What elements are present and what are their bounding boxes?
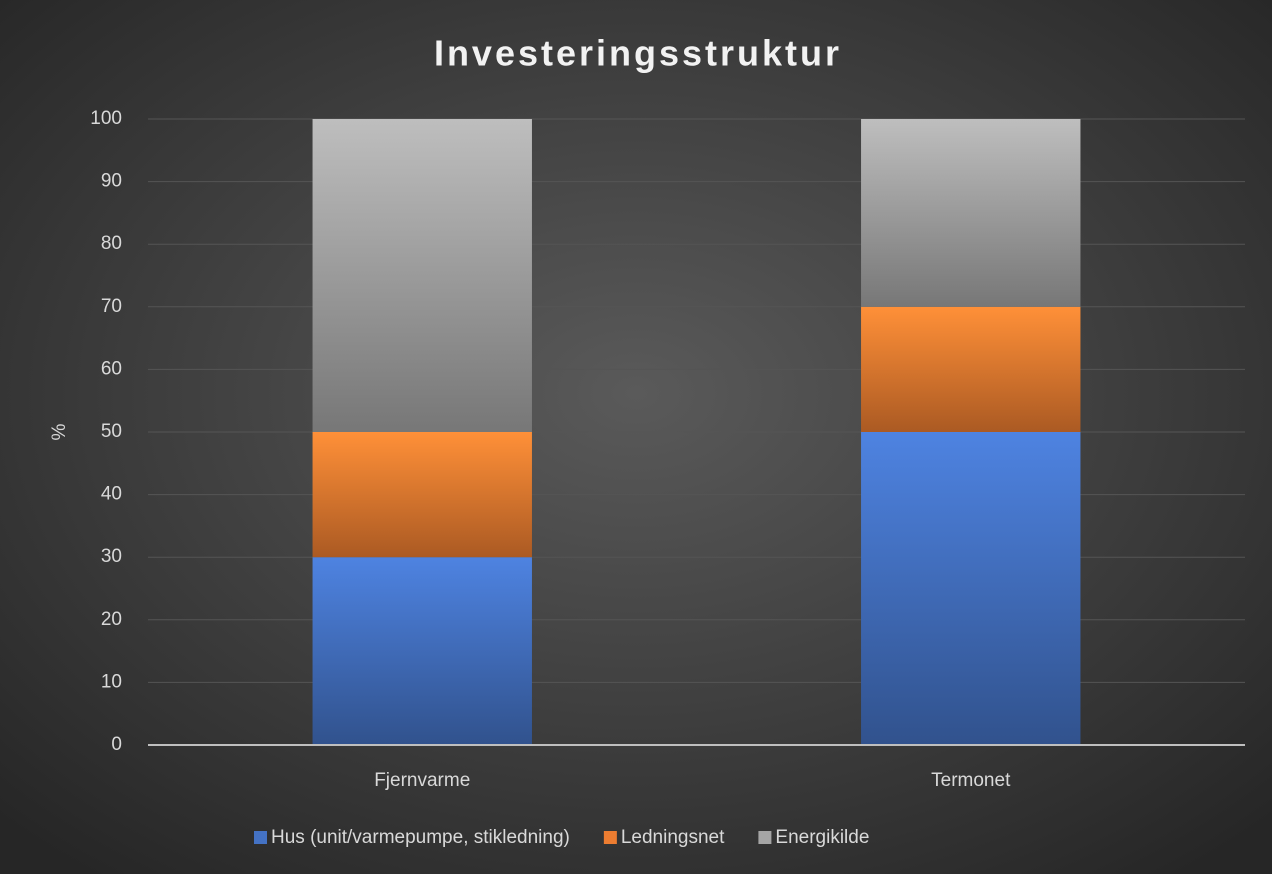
bar-segment [861, 432, 1081, 745]
bar-segment [861, 119, 1081, 307]
y-tick-label: 0 [111, 734, 122, 755]
legend-swatch [254, 831, 267, 844]
chart-title: Investeringsstruktur [434, 33, 842, 74]
legend-swatch [603, 831, 617, 844]
y-tick-label: 100 [90, 108, 122, 129]
x-tick-label: Termonet [931, 770, 1011, 791]
y-tick-label: 60 [101, 358, 122, 379]
bar-segment [312, 119, 532, 432]
legend-label: Ledningsnet [621, 827, 725, 848]
y-tick-label: 80 [101, 233, 122, 254]
legend-swatch [758, 831, 772, 844]
bar-segment [861, 306, 1081, 432]
y-tick-label: 90 [101, 171, 122, 192]
y-tick-label: 10 [101, 671, 122, 692]
legend-label: Hus (unit/varmepumpe, stikledning) [271, 827, 570, 848]
y-tick-label: 20 [101, 609, 122, 630]
x-tick-label: Fjernvarme [374, 770, 470, 791]
bar-segment [312, 557, 532, 745]
y-tick-label: 50 [101, 421, 122, 442]
y-tick-label: 70 [101, 296, 122, 317]
legend-label: Energikilde [775, 827, 869, 848]
y-tick-label: 40 [101, 484, 122, 505]
y-tick-label: 30 [101, 546, 122, 567]
y-axis-label: % [49, 423, 70, 440]
bar-segment [312, 432, 532, 558]
